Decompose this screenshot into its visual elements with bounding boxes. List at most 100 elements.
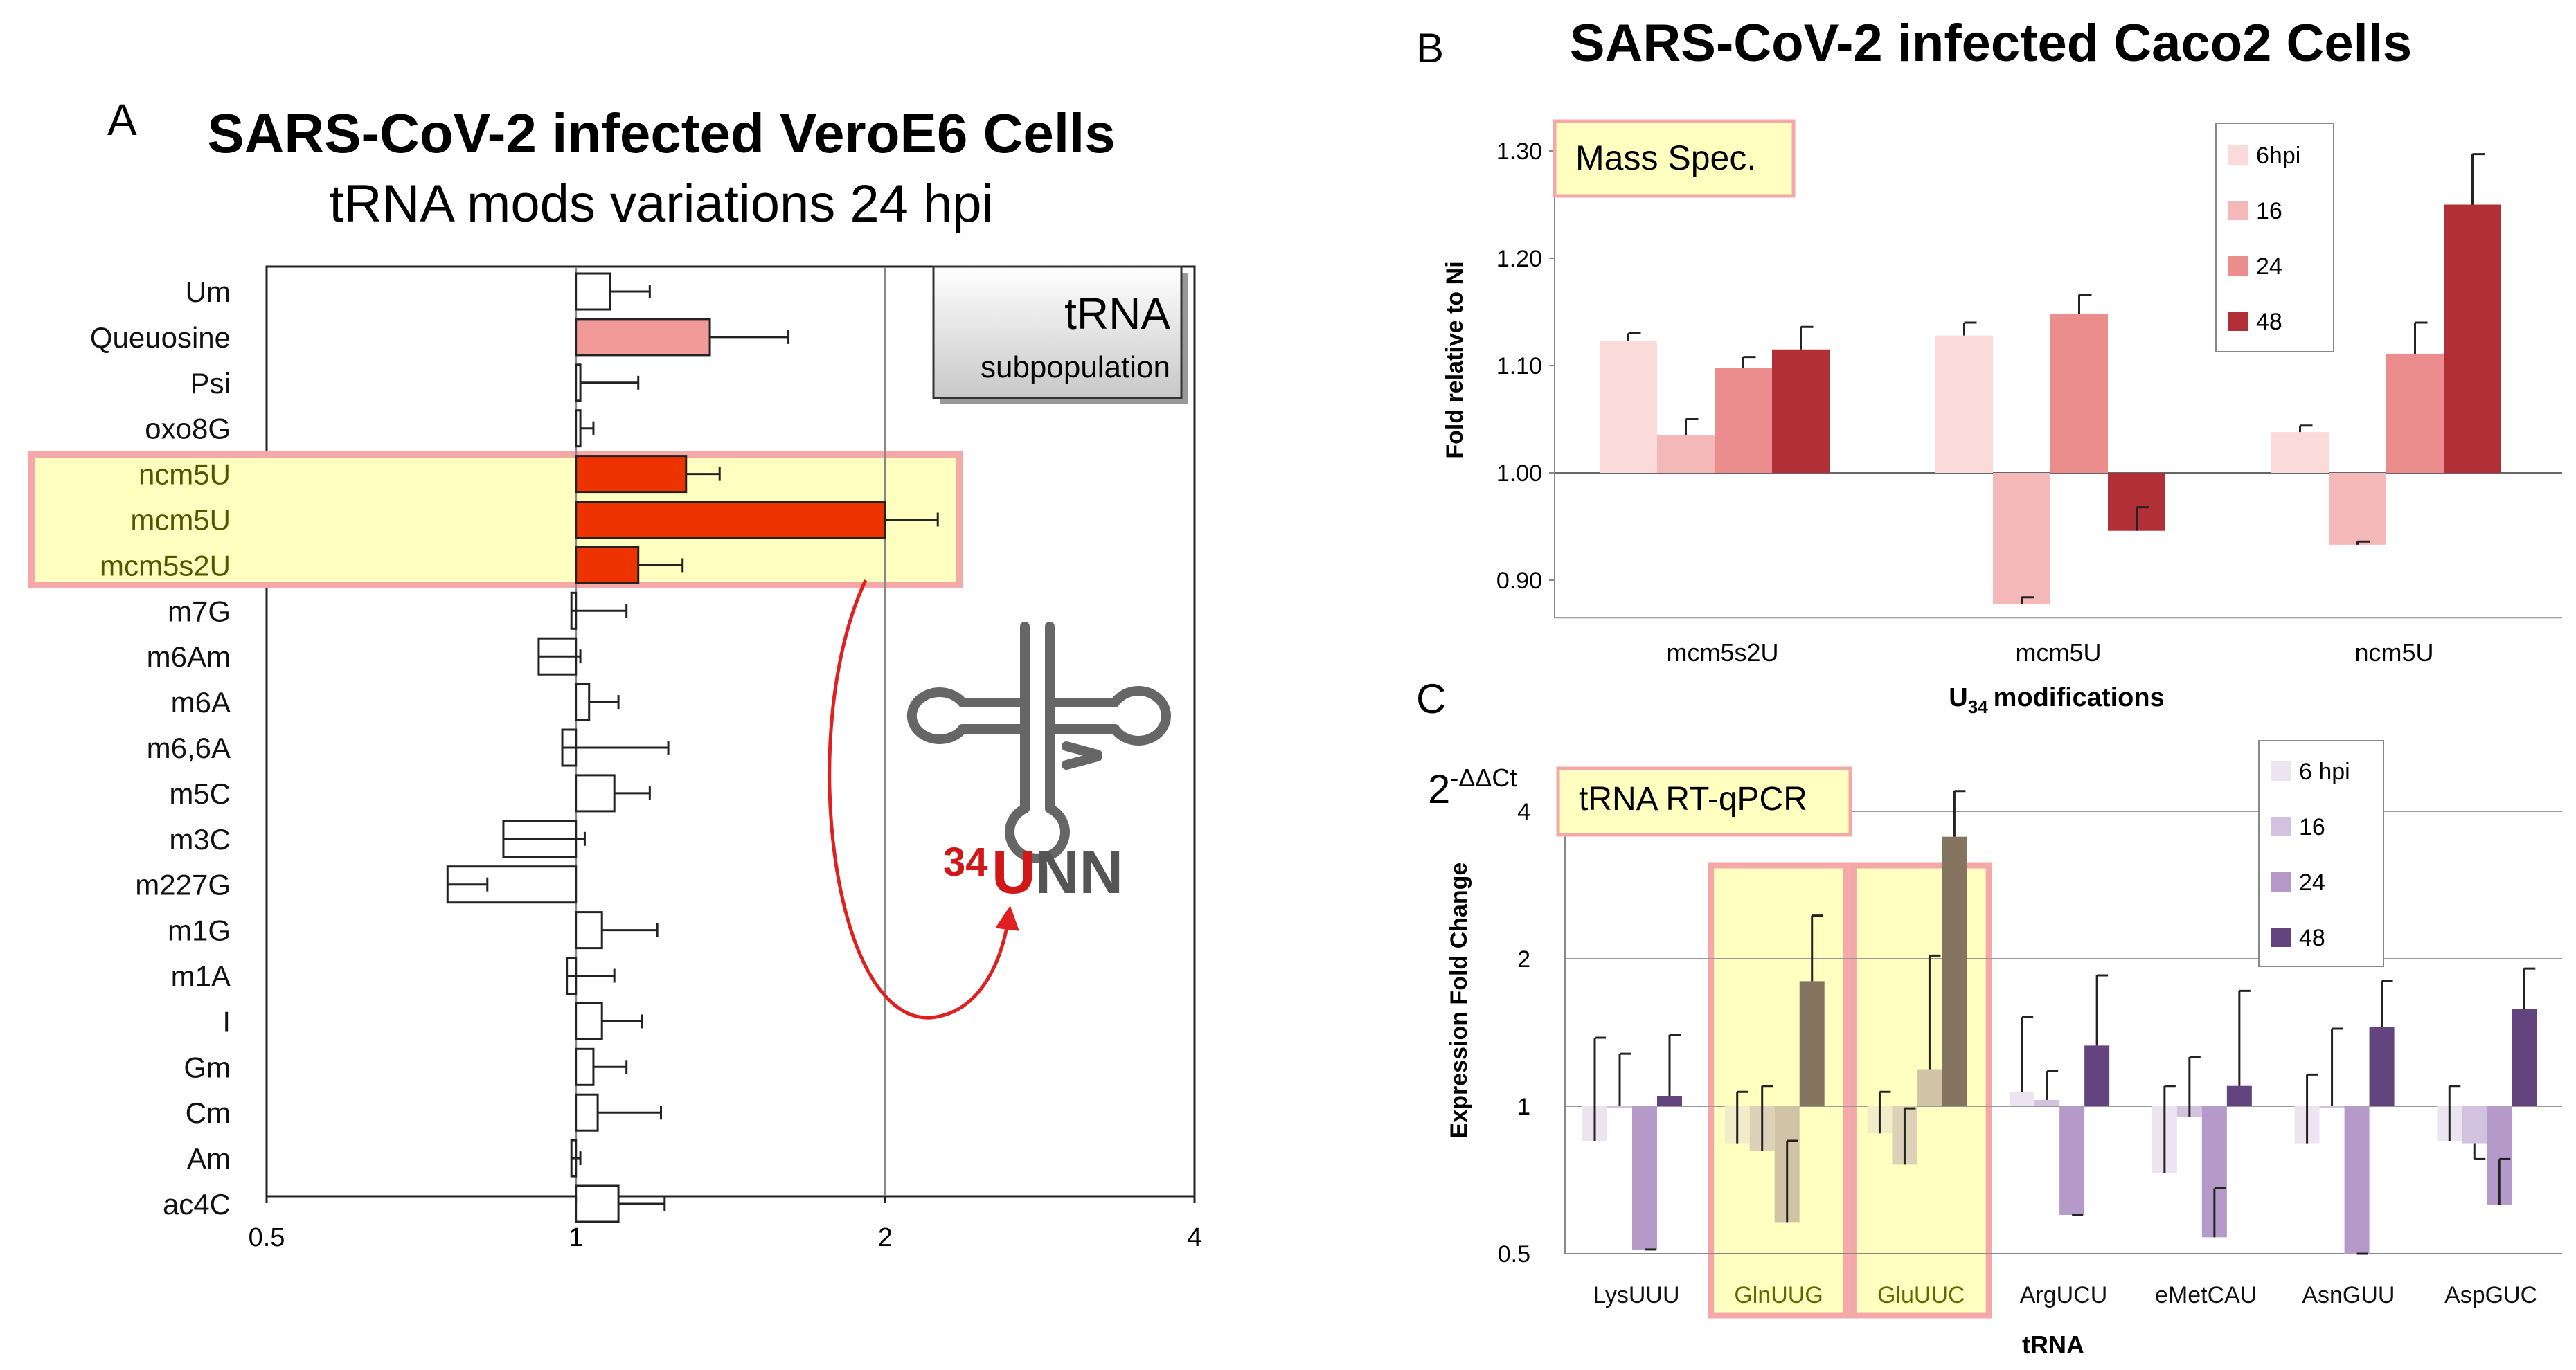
- category-label-queuosine: Queuosine: [90, 321, 231, 354]
- bar-mcm5s2u: [575, 546, 640, 584]
- panel-c-category-glnuug: GlnUUG: [1734, 1282, 1823, 1308]
- bar-ac4c: [575, 1184, 620, 1223]
- panel-b: B SARS-CoV-2 infected Caco2 Cells 0.90 1.…: [1416, 14, 2562, 717]
- category-label-m6-6a: m6,6A: [147, 732, 231, 764]
- bar-aspguc-48: [2512, 1009, 2537, 1106]
- category-label-ac4c: ac4C: [163, 1188, 231, 1220]
- bar-asnguu-24: [2344, 1106, 2370, 1254]
- panel-c-y-tick-2: 2: [1517, 946, 1530, 973]
- panel-a-x-ticks: 0.5 1 2 4: [249, 1196, 1202, 1252]
- category-label-m7g: m7G: [168, 595, 231, 627]
- panel-a-tick-label-0-5: 0.5: [249, 1223, 285, 1252]
- panel-a-plot-frame: [265, 265, 1196, 1198]
- trna-box-title: tRNA: [1064, 289, 1170, 339]
- bar-mcm5u-6hpi: [1935, 335, 1993, 473]
- panel-c-category-lysuuu: LysUUU: [1593, 1282, 1679, 1308]
- category-label-mcm5u: mcm5U: [130, 504, 231, 537]
- bar-gm: [575, 1047, 595, 1086]
- panel-a-letter: A: [107, 95, 137, 145]
- bar-queuosine: [575, 318, 711, 357]
- bar-mcm5u-16: [1993, 473, 2050, 604]
- panel-b-y-tick-1-10: 1.10: [1496, 353, 1542, 379]
- panel-b-axis: 0.90 1.00 1.10 1.20 1.30 mcm5s2U mcm5U ncm5U: [1496, 129, 2562, 667]
- category-label-ncm5u: ncm5U: [138, 458, 231, 491]
- panel-b-bars: [1600, 153, 2501, 604]
- axis-header-base: 2: [1428, 767, 1450, 812]
- panel-b-title: SARS-CoV-2 infected Caco2 Cells: [1570, 14, 2412, 73]
- bar-argucu-48: [2084, 1045, 2110, 1106]
- panel-c-x-label: tRNA: [2022, 1331, 2084, 1359]
- x-label-prefix: U: [1949, 683, 1967, 712]
- panel-c-category-aspguc: AspGUC: [2444, 1282, 2537, 1308]
- bar-ncm5u-24: [2386, 353, 2444, 473]
- panel-a-tick-label-2: 2: [878, 1223, 893, 1252]
- trna-box-subtitle: subpopulation: [981, 350, 1170, 384]
- bar-lysuuu-16: [1607, 1106, 1632, 1108]
- bar-m5c: [575, 774, 616, 813]
- panel-a-bars: [446, 272, 939, 1223]
- bar-asnguu-16: [2319, 1106, 2345, 1108]
- panel-b-legend: 6hpi 16 24 48: [2215, 123, 2334, 352]
- panel-a-tick-label-4: 4: [1187, 1223, 1201, 1252]
- panel-c-category-argucu: ArgUCU: [2020, 1282, 2108, 1308]
- bar-mcm5u: [575, 501, 886, 539]
- panel-b-y-tick-1-00: 1.00: [1496, 460, 1542, 487]
- legend-swatch-24: [2228, 256, 2248, 276]
- panel-b-category-mcm5u: mcm5U: [2016, 638, 2102, 667]
- legend-label-48: 48: [2256, 309, 2282, 335]
- bar-glnuug-48: [1799, 981, 1825, 1106]
- panel-c-y-label: Expression Fold Change: [1446, 863, 1472, 1139]
- bar-mcm5u-24: [2050, 314, 2108, 473]
- bar-gluuuc-48: [1942, 836, 1967, 1106]
- rt-qpcr-label: tRNA RT-qPCR: [1579, 781, 1807, 818]
- panel-a-category-labels: Um Queuosine Psi oxo8G ncm5U mcm5U mcm5s2U m7G m…: [90, 276, 231, 1220]
- panel-c-axis-header: 2-ΔΔCt: [1428, 764, 1517, 812]
- anticodon-u: U: [992, 838, 1036, 906]
- category-label-m227g: m227G: [135, 869, 231, 901]
- category-label-cm: Cm: [186, 1097, 231, 1129]
- legend-swatch-24: [2271, 872, 2291, 892]
- legend-label-24: 24: [2256, 253, 2282, 280]
- panel-b-y-label: Fold relative to Ni: [1442, 261, 1468, 458]
- bar-mcm5s2u-16: [1657, 435, 1715, 473]
- bar-mcm5s2u-48: [1772, 349, 1830, 473]
- category-label-m3c: m3C: [169, 823, 231, 856]
- mass-spec-label: Mass Spec.: [1575, 138, 1756, 177]
- panel-b-x-label: U34 modifications: [1949, 683, 2164, 717]
- legend-swatch-16: [2228, 201, 2248, 220]
- red-arrow: [828, 579, 1019, 1020]
- panel-b-category-ncm5u: ncm5U: [2354, 638, 2433, 667]
- panel-b-letter: B: [1416, 25, 1444, 71]
- legend-label-6-hpi: 6 hpi: [2299, 759, 2350, 785]
- bar-lysuuu-24: [1632, 1106, 1657, 1250]
- panel-a: A SARS-CoV-2 infected VeroE6 Cells tRNA …: [28, 95, 1202, 1252]
- category-label-psi: Psi: [190, 367, 231, 399]
- rt-qpcr-label-box: [1556, 766, 1852, 837]
- trna-subpopulation-box: tRNA subpopulation: [932, 265, 1188, 404]
- bar-asnguu-48: [2369, 1027, 2395, 1106]
- legend-swatch-16: [2271, 817, 2291, 836]
- legend-label-48: 48: [2299, 925, 2325, 951]
- legend-label-6hpi: 6hpi: [2256, 143, 2300, 169]
- bar-emetcau-48: [2226, 1085, 2252, 1106]
- category-label-m1a: m1A: [171, 960, 231, 993]
- bar-psi: [575, 363, 582, 402]
- bar-argucu-6-hpi: [2010, 1092, 2035, 1106]
- bar-argucu-16: [2034, 1099, 2060, 1106]
- bar-aspguc-16: [2462, 1106, 2487, 1144]
- trna-cloverleaf-icon: [906, 622, 1171, 863]
- bar-i: [575, 1002, 603, 1040]
- panel-c-y-tick-1: 1: [1517, 1094, 1530, 1120]
- panel-c-category-asnguu: AsnGUU: [2302, 1282, 2395, 1308]
- panel-c-letter: C: [1416, 676, 1446, 722]
- category-label-am: Am: [187, 1142, 231, 1175]
- panel-c-category-emetcau: eMetCAU: [2155, 1282, 2257, 1308]
- bar-lysuuu-48: [1657, 1096, 1682, 1106]
- panel-c-bars: [1582, 790, 2537, 1255]
- panel-b-y-tick-1-20: 1.20: [1496, 246, 1542, 272]
- bar-mcm5s2u-6hpi: [1600, 341, 1657, 473]
- legend-swatch-6-hpi: [2271, 761, 2291, 781]
